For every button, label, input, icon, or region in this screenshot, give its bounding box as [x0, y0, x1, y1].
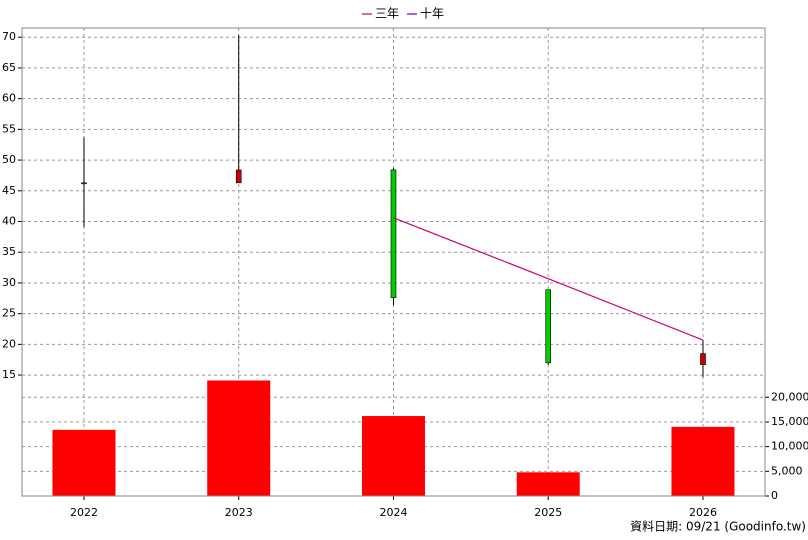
candle-body [235, 169, 242, 184]
x-tick-label: 2022 [70, 506, 98, 519]
y-tick-label: 15 [2, 368, 16, 381]
line-series [393, 217, 704, 341]
y-tick-label: 55 [2, 122, 16, 135]
candle-body [81, 182, 87, 185]
x-tick-label: 2026 [689, 506, 717, 519]
y-tick-label: 30 [2, 276, 16, 289]
bar [207, 380, 271, 496]
legend-label: 三年 [375, 7, 399, 21]
bar [671, 426, 735, 496]
x-tick-label: 2024 [379, 506, 407, 519]
x-tick-label: 2023 [225, 506, 253, 519]
y-tick-label: 35 [2, 245, 16, 258]
bar [52, 429, 116, 496]
bar [516, 472, 580, 496]
candle-body [390, 169, 397, 298]
bar [361, 416, 425, 496]
y2-tick-label: 10,000 [771, 440, 808, 453]
y-tick-label: 60 [2, 92, 16, 105]
candle-body [700, 353, 706, 365]
candle-body [545, 289, 552, 364]
footer: 資料日期: 09/21 (Goodinfo.tw) [630, 520, 806, 534]
y-tick-label: 25 [2, 307, 16, 320]
y-tick-label: 70 [2, 30, 16, 43]
y2-tick-label: 0 [771, 489, 778, 502]
y-tick-label: 40 [2, 215, 16, 228]
y2-tick-label: 20,000 [771, 390, 808, 403]
x-tick-label: 2025 [534, 506, 562, 519]
y-tick-label: 45 [2, 184, 16, 197]
y-tick-label: 20 [2, 337, 16, 350]
plot-border [21, 27, 766, 497]
y2-tick-label: 5,000 [771, 464, 803, 477]
y2-tick-label: 15,000 [771, 415, 808, 428]
y-tick-label: 50 [2, 153, 16, 166]
y-tick-label: 65 [2, 61, 16, 74]
legend-label: 十年 [420, 7, 444, 21]
